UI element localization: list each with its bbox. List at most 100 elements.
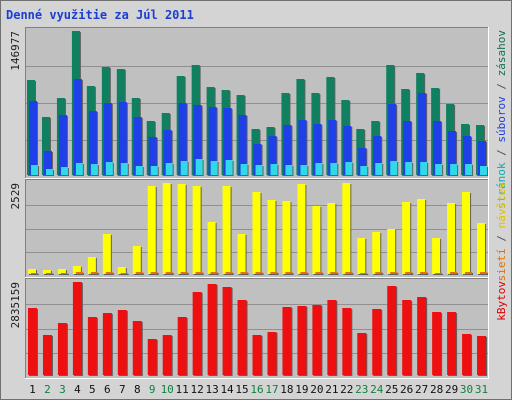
- pages-bar: [300, 165, 308, 175]
- visits-bar: [432, 238, 441, 274]
- sites-bar: [300, 272, 308, 274]
- pages-bar: [180, 161, 188, 175]
- panel-max-label: 2835159: [9, 282, 22, 328]
- kbytes-bar: [42, 335, 52, 375]
- sites-bar: [375, 272, 383, 274]
- panel-max-label: 2529: [9, 183, 22, 210]
- kbytes-bar: [297, 306, 307, 375]
- files-bar: [58, 115, 67, 175]
- files-bar: [208, 107, 217, 175]
- day-label: 1: [29, 383, 36, 396]
- legend-entry: kBytov: [495, 281, 508, 321]
- visits-bar: [402, 202, 411, 274]
- visits-bar: [117, 267, 126, 274]
- files-bar: [448, 131, 457, 175]
- sites-bar: [345, 272, 353, 274]
- visits-bar: [42, 270, 51, 274]
- day-label: 28: [430, 383, 443, 396]
- sites-bar: [465, 272, 473, 274]
- legend-entry: /: [495, 143, 508, 163]
- visits-bar: [312, 206, 321, 274]
- sites-bar: [75, 272, 83, 274]
- sites-bar: [420, 272, 428, 274]
- kbytes-bar: [117, 310, 127, 375]
- kbytes-bar: [462, 334, 472, 375]
- day-label: 31: [475, 383, 488, 396]
- legend-entry: návštev: [495, 182, 508, 229]
- sites-bar: [120, 273, 128, 274]
- pages-bar: [435, 164, 443, 175]
- panel-legend: kBytov: [495, 281, 508, 321]
- sites-bar: [210, 272, 218, 274]
- day-label: 9: [149, 383, 156, 396]
- legend-entry: zásahov: [495, 30, 508, 77]
- pages-bar: [420, 162, 428, 175]
- pages-bar: [120, 163, 128, 175]
- day-label: 18: [280, 383, 293, 396]
- sites-bar: [31, 273, 38, 274]
- day-label: 21: [325, 383, 338, 396]
- pages-bar: [270, 164, 278, 175]
- visits-bar: [327, 203, 336, 274]
- files-bar: [283, 125, 292, 175]
- kbytes-bar: [72, 282, 82, 375]
- sites-bar: [255, 272, 263, 274]
- pages-bar: [240, 164, 248, 175]
- sites-bar-shadow: [436, 274, 444, 275]
- files-bar: [223, 108, 232, 175]
- files-bar: [43, 151, 52, 175]
- visits-bar: [72, 266, 81, 274]
- kbytes-bar: [372, 309, 382, 375]
- visits-bar: [267, 200, 276, 274]
- pages-bar: [465, 164, 473, 175]
- pages-bar: [480, 166, 488, 175]
- kbytes-bar: [237, 300, 247, 375]
- sites-bar: [150, 272, 158, 274]
- pages-bar: [75, 163, 83, 175]
- sites-bar: [225, 272, 233, 274]
- pages-bar: [105, 162, 113, 175]
- files-bar: [403, 121, 412, 175]
- visits-bar: [342, 183, 351, 274]
- kbytes-bar: [162, 335, 172, 375]
- pages-bar: [165, 163, 173, 175]
- pages-bar: [225, 160, 233, 175]
- files-bar: [388, 104, 397, 175]
- files-bar: [73, 79, 82, 175]
- day-label: 22: [340, 383, 353, 396]
- visits-bar: [57, 269, 66, 274]
- sites-bar: [390, 272, 398, 274]
- pages-bar: [360, 166, 368, 175]
- kbytes-bar: [28, 308, 37, 375]
- files-bar: [433, 121, 442, 175]
- files-bar: [103, 103, 112, 175]
- hits-bar: [41, 117, 50, 175]
- day-label: 11: [176, 383, 189, 396]
- day-label: 23: [355, 383, 368, 396]
- files-bar: [418, 93, 427, 175]
- chart-title: Denné využitie za Júl 2011: [6, 8, 194, 22]
- visits-bar: [147, 186, 156, 274]
- pages-bar: [195, 159, 203, 175]
- kbytes-bar: [192, 292, 202, 375]
- sites-bar: [285, 272, 293, 274]
- sites-bar: [135, 272, 143, 274]
- kbytes-bar: [57, 323, 67, 375]
- kbytes-bar: [87, 317, 97, 375]
- kbytes-bar: [387, 286, 397, 375]
- kbytes-bar: [267, 332, 277, 375]
- visits-bar: [372, 232, 381, 274]
- kbytes-bar: [402, 300, 412, 375]
- day-label: 24: [370, 383, 384, 396]
- sites-bar: [105, 272, 113, 274]
- pages-bar: [315, 163, 323, 175]
- visits-bar: [87, 257, 96, 274]
- files-bar: [463, 136, 472, 175]
- files-bar: [163, 130, 172, 175]
- visits-bar: [252, 192, 261, 274]
- kbytes-bar: [417, 297, 427, 375]
- kbytes-bar: [222, 287, 232, 375]
- day-label: 14: [220, 383, 234, 396]
- visits-bar: [387, 229, 396, 274]
